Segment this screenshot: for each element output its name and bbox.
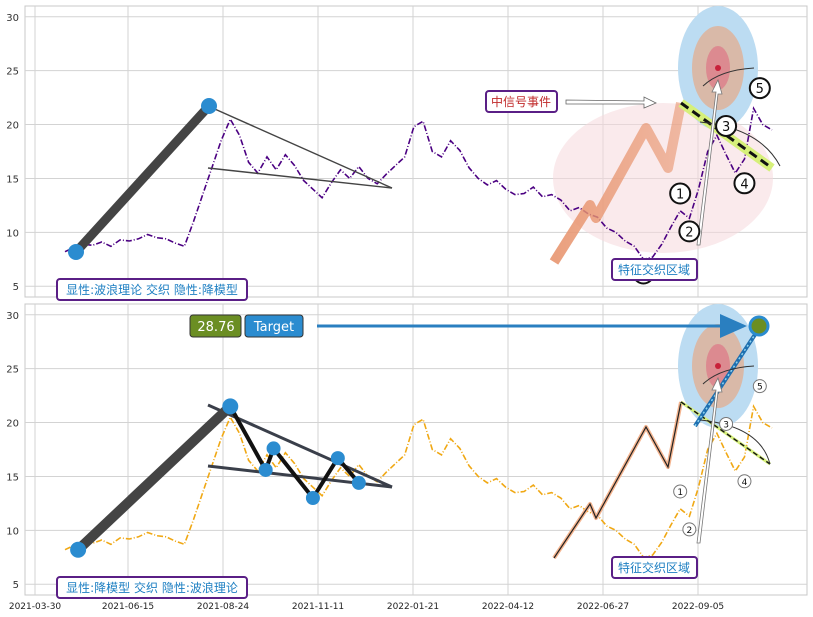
top-curve-arrow bbox=[699, 121, 781, 167]
bottom-up-arrow bbox=[696, 376, 723, 544]
bottom-curve-arrow bbox=[699, 419, 771, 465]
impulse-bar bbox=[74, 402, 234, 554]
top-y-ticks: 5 10 15 20 25 30 bbox=[6, 13, 19, 293]
top-info-box bbox=[56, 278, 248, 301]
y-tick-label: 15 bbox=[6, 174, 19, 185]
y-tick-label: 5 bbox=[13, 580, 19, 591]
wave-marker-5 bbox=[752, 379, 767, 394]
target-value: 28.76 bbox=[197, 320, 234, 335]
x-tick-label: 2021-11-11 bbox=[292, 602, 344, 612]
top-projection-dash bbox=[680, 101, 773, 170]
wave-marker-4 bbox=[737, 474, 752, 489]
top-info-label: 显性:波浪理论 交织 隐性:降模型 bbox=[66, 282, 238, 297]
bottom-zigzag-pattern bbox=[70, 398, 366, 558]
wave-marker-1 bbox=[673, 484, 688, 499]
wave-marker-label: 1 bbox=[676, 187, 684, 202]
top-region-label: 特征交织区域 bbox=[618, 262, 690, 277]
wave-marker-label: 5 bbox=[757, 383, 763, 393]
target-label: Target bbox=[253, 320, 294, 335]
x-tick-label: 2022-04-12 bbox=[482, 602, 534, 612]
top-region-label-box bbox=[611, 258, 698, 281]
top-feature-region bbox=[553, 103, 773, 253]
wave-marker-1 bbox=[669, 182, 692, 205]
bottom-region-label: 特征交织区域 bbox=[618, 560, 690, 575]
y-tick-label: 20 bbox=[6, 419, 19, 430]
bottom-target-ray-dots bbox=[694, 329, 759, 427]
series-line bbox=[64, 106, 773, 261]
wave-marker-3 bbox=[715, 114, 738, 137]
y-tick-label: 20 bbox=[6, 121, 19, 132]
pattern-point bbox=[351, 475, 366, 490]
wave-marker-label: 2 bbox=[685, 225, 693, 240]
y-tick-label: 25 bbox=[6, 365, 19, 376]
top-price-series bbox=[64, 106, 773, 261]
pattern-point bbox=[305, 491, 320, 505]
event-label-box bbox=[485, 90, 558, 113]
y-tick-label: 25 bbox=[6, 67, 19, 78]
pattern-point bbox=[222, 398, 239, 415]
bottom-curve-arc bbox=[702, 365, 755, 385]
top-impulse-bar bbox=[72, 102, 213, 256]
wave-marker-label: 3 bbox=[723, 420, 729, 430]
target-label-box bbox=[244, 314, 304, 338]
pattern-point bbox=[330, 451, 345, 466]
wave-marker-label: 3 bbox=[722, 120, 730, 135]
top-triangle-pattern bbox=[207, 105, 393, 189]
y-tick-label: 10 bbox=[6, 526, 19, 537]
y-tick-label: 10 bbox=[6, 228, 19, 239]
y-tick-label: 30 bbox=[6, 311, 19, 322]
wave-marker-label: 5 bbox=[756, 82, 764, 97]
bottom-price-series bbox=[64, 404, 773, 559]
top-up-arrow bbox=[696, 78, 723, 246]
wave-marker-3 bbox=[719, 416, 734, 431]
bottom-grid bbox=[25, 304, 807, 595]
y-tick-label: 5 bbox=[13, 282, 19, 293]
bottom-plot-area bbox=[24, 303, 808, 596]
pattern-point bbox=[70, 541, 87, 558]
bottom-region-label-box bbox=[611, 556, 698, 579]
event-label: 中信号事件 bbox=[491, 94, 551, 109]
x-tick-label: 2022-01-21 bbox=[387, 602, 439, 612]
wave-marker-2 bbox=[682, 522, 697, 537]
target-dot bbox=[748, 315, 770, 337]
x-tick-label: 2021-08-24 bbox=[197, 602, 250, 612]
x-tick-label: 2022-06-27 bbox=[577, 602, 629, 612]
top-wave-band bbox=[549, 102, 686, 265]
event-arrow bbox=[565, 96, 657, 109]
top-start-dot bbox=[68, 244, 84, 260]
x-tick-label: 2021-03-30 bbox=[9, 602, 62, 612]
y-tick-label: 30 bbox=[6, 13, 19, 24]
top-peak-dot bbox=[201, 98, 217, 114]
bottom-y-ticks: 5 10 15 20 25 30 bbox=[6, 311, 19, 591]
bottom-wave-line bbox=[553, 401, 682, 559]
bottom-info-label: 显性:降模型 交织 隐性:波浪理论 bbox=[66, 580, 238, 595]
x-tick-label: 2021-06-15 bbox=[102, 602, 154, 612]
wave-marker-label: 2 bbox=[686, 526, 692, 536]
wave-marker-label: 1 bbox=[677, 488, 683, 498]
pattern-point bbox=[258, 462, 273, 477]
x-axis: 2021-03-30 2021-06-15 2021-08-24 2021-11-11… bbox=[9, 602, 724, 612]
top-curve-arc bbox=[702, 67, 755, 87]
x-tick-label: 2022-09-05 bbox=[672, 602, 724, 612]
wave-marker-4 bbox=[733, 172, 756, 195]
y-tick-label: 15 bbox=[6, 472, 19, 483]
wave-marker-5 bbox=[748, 77, 771, 100]
wave-marker-label: 4 bbox=[740, 177, 748, 192]
series-line bbox=[64, 404, 773, 559]
wave-marker-label: 4 bbox=[742, 478, 748, 488]
pattern-point bbox=[266, 441, 281, 456]
wave-marker-2 bbox=[678, 220, 701, 243]
target-value-box bbox=[189, 314, 242, 338]
bottom-projection-dash-dark bbox=[680, 401, 771, 465]
bottom-info-box bbox=[56, 576, 248, 599]
